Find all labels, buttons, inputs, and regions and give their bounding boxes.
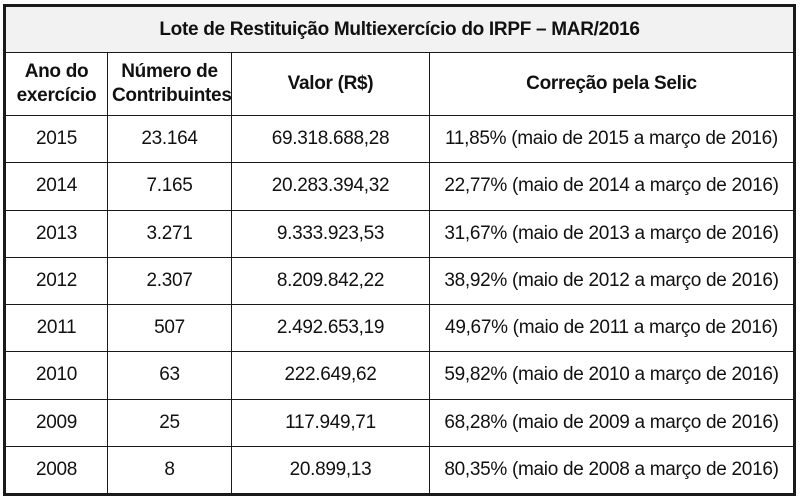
table-row: 2013 3.271 9.333.923,53 31,67% (maio de … (5, 209, 794, 258)
cell-ano: 2012 (5, 256, 108, 306)
cell-correcao: 80,35% (maio de 2008 a março de 2016) (429, 445, 794, 495)
header-row: Ano do exercício Número de Contribuintes… (5, 52, 794, 116)
header-numero-line2: Contribuintes (112, 85, 232, 106)
table-row: 2014 7.165 20.283.394,32 22,77% (maio de… (5, 162, 794, 211)
cell-valor: 20.899,13 (231, 445, 430, 495)
cell-valor: 222.649,62 (231, 351, 430, 400)
cell-contribuintes: 7.165 (107, 162, 232, 211)
cell-ano: 2014 (5, 162, 108, 211)
cell-correcao: 68,28% (maio de 2009 a março de 2016) (429, 398, 794, 447)
header-ano-line1: Ano do (24, 61, 89, 82)
table-row: 2009 25 117.949,71 68,28% (maio de 2009 … (5, 398, 794, 447)
cell-contribuintes: 507 (107, 303, 232, 353)
cell-ano: 2013 (5, 209, 108, 258)
header-ano-line2: exercício (16, 85, 97, 106)
table-title: Lote de Restituição Multiexercício do IR… (5, 6, 794, 53)
cell-valor: 117.949,71 (231, 398, 430, 447)
cell-correcao: 22,77% (maio de 2014 a março de 2016) (429, 162, 794, 211)
header-numero-de-contribuintes: Número de Contribuintes (107, 52, 232, 116)
table-row: 2011 507 2.492.653,19 49,67% (maio de 20… (5, 303, 794, 353)
cell-correcao: 59,82% (maio de 2010 a março de 2016) (429, 351, 794, 400)
cell-contribuintes: 3.271 (107, 209, 232, 258)
restitution-table: Lote de Restituição Multiexercício do IR… (5, 6, 794, 495)
cell-valor: 9.333.923,53 (231, 209, 430, 258)
header-correcao-selic: Correção pela Selic (429, 52, 794, 116)
cell-ano: 2009 (5, 398, 108, 447)
cell-valor: 20.283.394,32 (231, 162, 430, 211)
table-row: 2010 63 222.649,62 59,82% (maio de 2010 … (5, 351, 794, 400)
cell-ano: 2010 (5, 351, 108, 400)
cell-contribuintes: 63 (107, 351, 232, 400)
cell-contribuintes: 2.307 (107, 256, 232, 306)
cell-ano: 2011 (5, 303, 108, 353)
header-ano-do-exercicio: Ano do exercício (5, 52, 108, 116)
restitution-table-container: Lote de Restituição Multiexercício do IR… (3, 4, 796, 496)
cell-valor: 8.209.842,22 (231, 256, 430, 306)
cell-valor: 2.492.653,19 (231, 303, 430, 353)
cell-contribuintes: 25 (107, 398, 232, 447)
cell-contribuintes: 23.164 (107, 114, 232, 164)
header-valor: Valor (R$) (231, 52, 430, 116)
cell-correcao: 38,92% (maio de 2012 a março de 2016) (429, 256, 794, 306)
table-row: 2015 23.164 69.318.688,28 11,85% (maio d… (5, 114, 794, 164)
cell-ano: 2008 (5, 445, 108, 495)
cell-contribuintes: 8 (107, 445, 232, 495)
cell-correcao: 31,67% (maio de 2013 a março de 2016) (429, 209, 794, 258)
cell-valor: 69.318.688,28 (231, 114, 430, 164)
cell-correcao: 49,67% (maio de 2011 a março de 2016) (429, 303, 794, 353)
table-row: 2008 8 20.899,13 80,35% (maio de 2008 a … (5, 445, 794, 495)
table-row: 2012 2.307 8.209.842,22 38,92% (maio de … (5, 256, 794, 306)
cell-ano: 2015 (5, 114, 108, 164)
header-numero-line1: Número de (121, 61, 218, 82)
cell-correcao: 11,85% (maio de 2015 a março de 2016) (429, 114, 794, 164)
